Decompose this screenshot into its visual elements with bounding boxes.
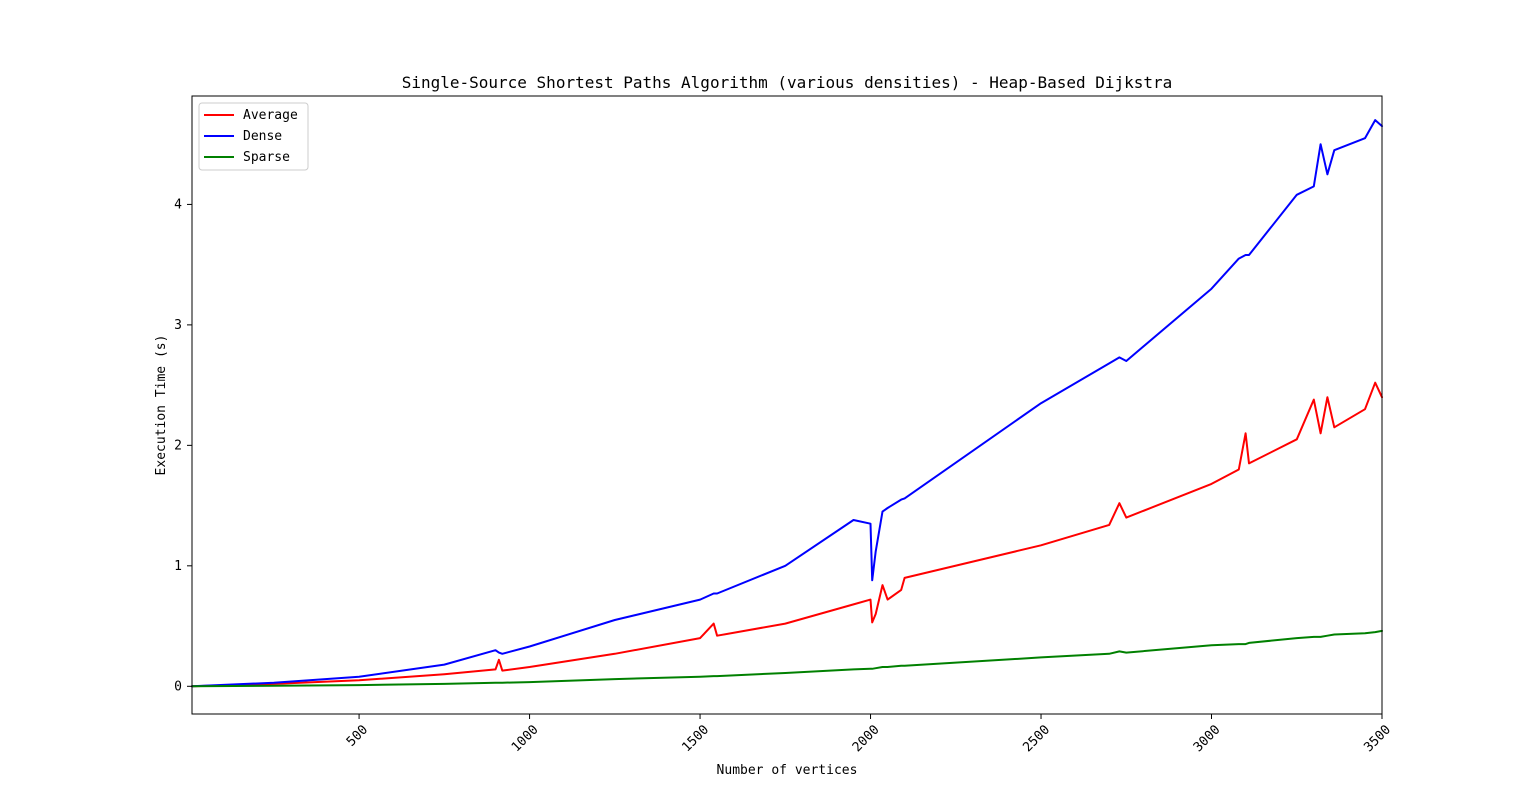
x-tick-label: 3500	[1361, 722, 1394, 755]
x-tick-label: 500	[344, 722, 371, 749]
series-layer	[191, 119, 1383, 688]
y-tick-label: 1	[174, 559, 182, 574]
legend-label-sparse: Sparse	[243, 150, 290, 165]
y-tick-label: 2	[174, 438, 182, 453]
y-axis-ticks: 0 1 2 3 4	[174, 197, 192, 694]
x-axis-ticks: 500 1000 1500 2000 2500 3000 3500	[344, 714, 1394, 755]
x-tick-label: 2500	[1020, 722, 1053, 755]
y-tick-label: 4	[174, 197, 182, 212]
x-tick-label: 3000	[1191, 722, 1224, 755]
y-tick-label: 0	[174, 679, 182, 694]
legend-label-dense: Dense	[243, 129, 282, 144]
y-tick-label: 3	[174, 318, 182, 333]
series-line-sparse	[191, 629, 1383, 688]
chart-title: Single-Source Shortest Paths Algorithm (…	[402, 73, 1173, 92]
plot-frame	[191, 95, 1383, 715]
legend: Average Dense Sparse	[198, 102, 309, 171]
legend-items: Average Dense Sparse	[204, 108, 298, 165]
y-axis-label: Execution Time (s)	[154, 335, 169, 476]
series-line-average	[191, 381, 1383, 688]
x-tick-label: 1000	[509, 722, 542, 755]
legend-label-average: Average	[243, 108, 298, 123]
x-axis-label: Number of vertices	[717, 763, 858, 778]
legend-box	[198, 102, 309, 171]
x-tick-label: 1500	[679, 722, 712, 755]
series-line-dense	[191, 119, 1383, 688]
x-tick-label: 2000	[850, 722, 883, 755]
plot-area	[192, 96, 1382, 714]
